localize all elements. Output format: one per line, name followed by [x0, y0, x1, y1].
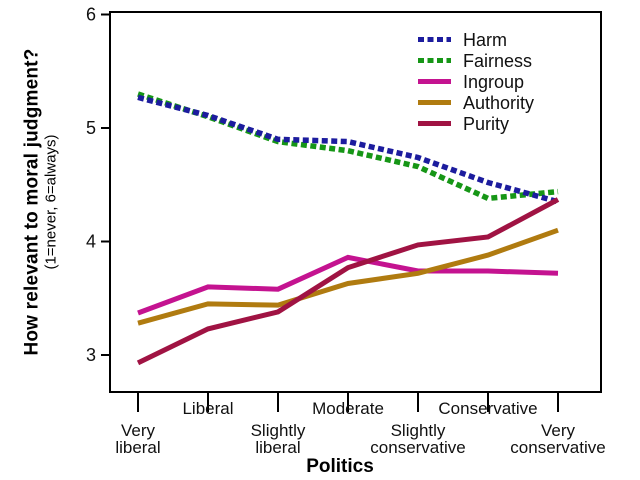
legend-label-authority: Authority	[463, 92, 535, 113]
x-tick-label: conservative	[370, 438, 465, 457]
y-axis-title: How relevant to moral judgment? (1=never…	[21, 0, 60, 417]
series-line-ingroup	[137, 254, 559, 316]
x-tick-label: Conservative	[438, 399, 537, 418]
legend: Harm Fairness Ingroup Authority Purity	[418, 29, 534, 134]
legend-label-purity: Purity	[463, 113, 510, 134]
y-tick-label: 5	[86, 118, 96, 138]
x-tick-label: liberal	[255, 438, 300, 457]
fairness-line-swatch	[418, 58, 451, 63]
x-tick-label: Very	[541, 421, 576, 440]
y-axis-title-scale: (1=never, 6=always)	[42, 134, 60, 270]
x-tick-label: Very	[121, 421, 156, 440]
plot-frame	[109, 11, 602, 393]
legend-label-ingroup: Ingroup	[463, 71, 525, 92]
x-tick-label: conservative	[510, 438, 605, 457]
series-line-purity	[136, 197, 560, 366]
x-axis-title: Politics	[306, 456, 374, 477]
legend-item-ingroup: Ingroup	[418, 71, 534, 92]
authority-line-swatch	[418, 100, 451, 105]
series-line-harm	[137, 94, 559, 205]
x-tick-label: Liberal	[182, 399, 233, 418]
legend-label-fairness: Fairness	[463, 50, 533, 71]
harm-line-swatch	[418, 37, 451, 42]
y-axis-title-main: How relevant to moral judgment?	[21, 48, 43, 356]
legend-item-purity: Purity	[418, 113, 534, 134]
y-tick-label: 4	[86, 232, 96, 252]
purity-line-swatch	[418, 121, 451, 126]
x-tick-label: Slightly	[251, 421, 306, 440]
series-line-authority	[137, 227, 559, 326]
ingroup-line-swatch	[418, 79, 451, 84]
y-tick-label: 6	[86, 5, 96, 25]
legend-item-fairness: Fairness	[418, 50, 534, 71]
legend-item-authority: Authority	[418, 92, 534, 113]
x-tick-label: liberal	[115, 438, 160, 457]
x-tick-label: Slightly	[391, 421, 446, 440]
legend-label-harm: Harm	[463, 29, 507, 50]
x-tick-label: Moderate	[312, 399, 384, 418]
y-tick-label: 3	[86, 345, 96, 365]
legend-item-harm: Harm	[418, 29, 534, 50]
